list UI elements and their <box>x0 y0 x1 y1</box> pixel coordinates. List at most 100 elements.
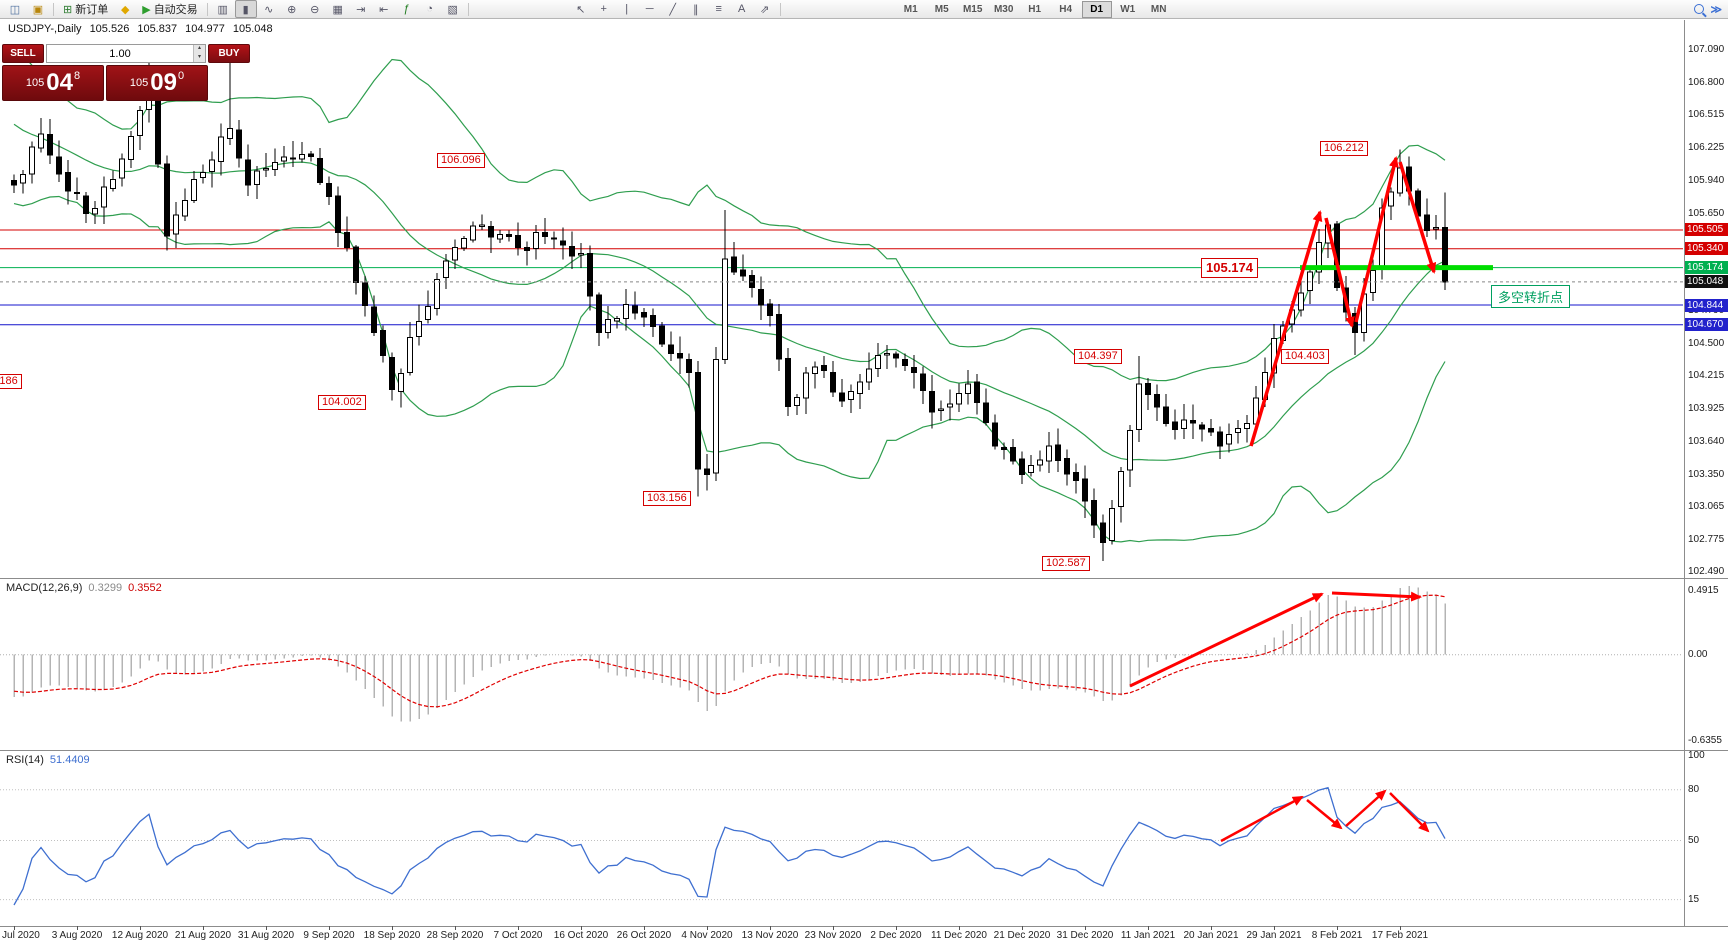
turning-point-label: 多空转折点 <box>1491 285 1571 308</box>
buy-price-button[interactable]: 105 09 0 <box>106 65 208 101</box>
timeframe-button-d1[interactable]: D1 <box>1081 0 1112 18</box>
crosshair-icon[interactable]: + <box>600 3 607 15</box>
rsi-level-label: 15 <box>1688 893 1700 905</box>
timeframe-button-m15[interactable]: M15 <box>962 3 983 15</box>
bid-pipette: 8 <box>73 70 81 82</box>
metaeditor-icon[interactable]: ◆ <box>120 3 130 16</box>
date-tick <box>581 926 582 930</box>
timeframe-button-h4[interactable]: H4 <box>1059 3 1073 15</box>
date-tick <box>1148 926 1149 930</box>
fibonacci-icon[interactable]: ≡ <box>715 3 722 15</box>
sell-button[interactable]: SELL <box>2 44 44 63</box>
timeframe-button-mn[interactable]: MN <box>1150 3 1167 15</box>
chart-shift-icon[interactable]: ⇤ <box>379 3 389 16</box>
date-tick <box>140 926 141 930</box>
line-chart-icon[interactable]: ∿ <box>264 3 274 16</box>
bid-prefix: 105 <box>25 77 45 89</box>
candlestick-chart-icon[interactable]: ▮ <box>234 0 257 18</box>
templates-icon[interactable]: ▧ <box>447 3 458 16</box>
volume-spinner: ▴ ▾ <box>193 45 205 62</box>
zoom-out-icon[interactable]: ⊖ <box>310 3 320 16</box>
text-icon[interactable]: A <box>738 3 746 15</box>
bid-big-digits: 04 <box>46 69 73 96</box>
macd-signal-line <box>13 594 1446 708</box>
macd-scale-zero: 0.00 <box>1688 648 1708 660</box>
date-tick <box>518 926 519 930</box>
timeframe-button-h1[interactable]: H1 <box>1028 3 1042 15</box>
volume-decrease-button[interactable]: ▾ <box>193 53 205 62</box>
tile-windows-icon[interactable]: ▦ <box>332 3 343 16</box>
horizontal-line-icon[interactable]: ─ <box>645 3 654 15</box>
buy-button[interactable]: BUY <box>208 44 250 63</box>
volume-input[interactable] <box>47 45 193 62</box>
panel-separator-dates <box>0 926 1728 927</box>
ask-big-digits: 09 <box>150 69 177 96</box>
price-tick: 103.065 <box>1688 500 1725 512</box>
date-label: 28 Sep 2020 <box>426 930 484 941</box>
autotrading-button[interactable]: ▶ 自动交易 <box>137 1 202 17</box>
price-badge: 105.340 <box>1685 242 1728 256</box>
chart-canvas[interactable] <box>0 0 1683 926</box>
date-tick <box>644 926 645 930</box>
date-label: 4 Nov 2020 <box>681 930 733 941</box>
date-axis[interactable] <box>0 927 1728 944</box>
price-tick: 105.650 <box>1688 207 1725 219</box>
price-tick: 106.800 <box>1688 77 1725 88</box>
ohlc-high: 105.837 <box>137 23 178 35</box>
date-tick <box>1337 926 1338 930</box>
cursor-icon[interactable]: ↖ <box>576 3 586 16</box>
ohlc-low: 104.977 <box>185 23 225 35</box>
price-badge: 104.844 <box>1685 298 1728 312</box>
date-label: 16 Oct 2020 <box>553 930 609 941</box>
indicators-icon[interactable]: ƒ <box>403 3 410 15</box>
timeframe-button-m30[interactable]: M30 <box>993 3 1014 15</box>
date-tick <box>203 926 204 930</box>
vertical-line-icon[interactable]: | <box>625 3 629 15</box>
timeframe-button-m1[interactable]: M1 <box>903 3 918 15</box>
rsi-line <box>13 786 1446 906</box>
date-label: 13 Nov 2020 <box>741 930 799 941</box>
new-chart-icon[interactable]: ◫ <box>9 3 21 16</box>
price-callout: 103.156 <box>643 491 691 506</box>
autotrading-icon: ▶ <box>142 3 151 16</box>
trendline-icon[interactable]: ╱ <box>669 3 676 16</box>
toolbar: ◫ ▣ ⊞ 新订单 ◆ ▶ 自动交易 ▥ ▮ ∿ ⊕ ⊖ ▦ ⇥ ⇤ ƒ ◔ ▧ ↖ + | ─ ╱ ∥ ≡ A ⇗ M1 M5 M15 M… <box>0 0 1728 19</box>
search-icon[interactable] <box>1694 4 1708 17</box>
rsi-label: RSI(14) 51.4409 <box>6 754 90 766</box>
chart-ohlc-info: USDJPY-,Daily 105.526 105.837 104.977 10… <box>8 23 273 35</box>
timeframe-button-m5[interactable]: M5 <box>934 3 949 15</box>
periods-icon[interactable]: ◔ <box>426 3 434 15</box>
arrows-icon[interactable]: ⇗ <box>760 3 770 16</box>
price-callout: 104.403 <box>1281 349 1329 364</box>
bar-chart-icon[interactable]: ▥ <box>217 3 228 16</box>
panel-separator-macd <box>0 578 1728 579</box>
price-tick: 103.640 <box>1688 435 1725 447</box>
volume-increase-button[interactable]: ▴ <box>193 45 205 54</box>
ask-pipette: 0 <box>177 70 185 82</box>
price-callout: 105.174 <box>1201 258 1258 278</box>
date-label: 18 Sep 2020 <box>363 930 421 941</box>
channel-icon[interactable]: ∥ <box>692 3 699 16</box>
date-tick <box>707 926 708 930</box>
price-badge: 105.048 <box>1685 275 1728 289</box>
new-order-button[interactable]: ⊞ 新订单 <box>58 1 113 17</box>
date-label: 2 Dec 2020 <box>870 930 922 941</box>
price-badge: 104.670 <box>1685 318 1728 332</box>
timeframe-button-w1[interactable]: W1 <box>1120 3 1136 15</box>
date-label: 21 Dec 2020 <box>993 930 1051 941</box>
date-label: 20 Jan 2021 <box>1183 930 1239 941</box>
macd-signal-value: 0.3552 <box>128 582 162 594</box>
price-axis[interactable] <box>1684 20 1728 926</box>
price-tick: 103.925 <box>1688 403 1725 415</box>
toolbar-overflow-icon[interactable]: ≫ <box>1710 3 1722 16</box>
profiles-icon[interactable]: ▣ <box>32 3 44 16</box>
sell-price-button[interactable]: 105 04 8 <box>2 65 104 101</box>
date-label: 11 Dec 2020 <box>931 930 987 941</box>
one-click-trading-panel: SELL ▴ ▾ BUY 105 04 8 105 09 0 <box>2 44 250 101</box>
zoom-in-icon[interactable]: ⊕ <box>287 3 297 16</box>
date-tick <box>266 926 267 930</box>
price-tick: 107.090 <box>1688 44 1725 56</box>
auto-scroll-icon[interactable]: ⇥ <box>356 3 366 16</box>
price-badge: 105.505 <box>1685 223 1728 237</box>
price-tick: 105.940 <box>1688 174 1725 186</box>
